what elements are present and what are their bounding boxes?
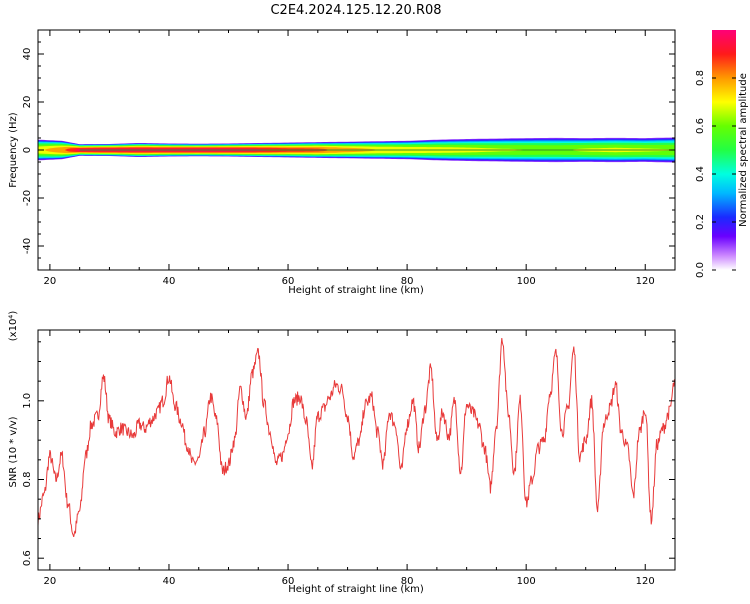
spectrogram-xlabel: Height of straight line (km): [288, 285, 424, 296]
x-tick-label-80: 80: [401, 276, 414, 287]
snr-y-multiplier: (x10⁴): [8, 311, 19, 342]
snr-x-tick-label-40: 40: [163, 576, 176, 587]
snr-series-line: [38, 338, 675, 538]
snr-x-tick-label-60: 60: [282, 576, 295, 587]
snr-axes: 20 40 60 80 100 120 0.6 0.8 1.0: [22, 330, 676, 587]
y-tick-label-40: 40: [22, 48, 33, 61]
snr-x-tick-label-20: 20: [44, 576, 57, 587]
band-level-10: [38, 148, 675, 152]
snr-ylabel: SNR (10 * v/v): [8, 416, 19, 487]
x-tick-label-40: 40: [163, 276, 176, 287]
spectrogram-axes: 20 40 60 80 100 120 -40 -20 0 20 40: [22, 30, 676, 287]
snr-plot-area: [37, 329, 676, 571]
spectrogram-band: [38, 137, 675, 163]
snr-line-group: [38, 338, 675, 538]
chart-title: C2E4.2024.125.12.20.R08: [270, 3, 441, 18]
colorbar-tick-label-0.0: 0.0: [695, 262, 706, 278]
y-tick-label-0: 0: [22, 147, 33, 153]
colorbar-tick-label-0.8: 0.8: [695, 70, 706, 86]
snr-x-tick-label-100: 100: [517, 576, 536, 587]
colorbar-tick-label-0.2: 0.2: [695, 214, 706, 230]
snr-x-tick-label-120: 120: [636, 576, 655, 587]
colorbar: [712, 30, 736, 270]
y-tick-label--40: -40: [22, 238, 33, 254]
colorbar-label: Normalized spectral amplitude: [738, 73, 749, 227]
spectrogram-ylabel: Frequency (Hz): [8, 112, 19, 188]
y-tick-label--20: -20: [22, 190, 33, 206]
colorbar-tick-label-0.4: 0.4: [695, 166, 706, 182]
y-tick-label-20: 20: [22, 96, 33, 109]
snr-x-tick-label-80: 80: [401, 576, 414, 587]
x-tick-label-20: 20: [44, 276, 57, 287]
snr-xlabel: Height of straight line (km): [288, 584, 424, 595]
snr-y-tick-label-1: 1.0: [22, 393, 33, 409]
snr-y-tick-label-0.6: 0.6: [22, 550, 33, 566]
x-tick-label-60: 60: [282, 276, 295, 287]
colorbar-tick-label-0.6: 0.6: [695, 118, 706, 134]
x-tick-label-100: 100: [517, 276, 536, 287]
colorbar-axes: 0.0 0.2 0.4 0.6 0.8: [695, 70, 736, 278]
snr-y-tick-label-0.8: 0.8: [22, 472, 33, 488]
x-tick-label-120: 120: [636, 276, 655, 287]
